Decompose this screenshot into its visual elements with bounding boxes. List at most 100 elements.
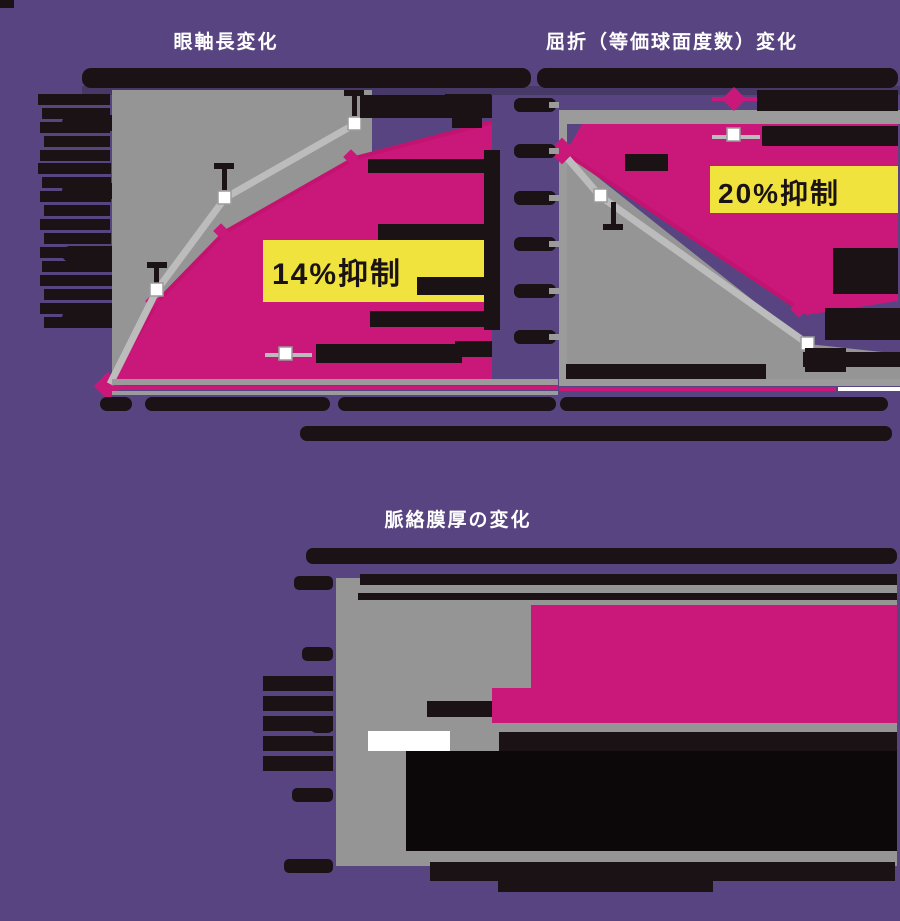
- chart1-square-marker: [217, 190, 232, 205]
- redacted-text: [368, 159, 492, 173]
- chart2-top-axis: [559, 110, 900, 124]
- xtick-row-redaction: [560, 397, 888, 411]
- chart1-diamond-marker: [343, 149, 359, 165]
- chart2-ytick-mark: [549, 195, 559, 201]
- chart3-ytick-redaction: [294, 576, 333, 590]
- redacted-text: [44, 136, 110, 147]
- redacted-text: [430, 862, 895, 881]
- redacted-text: [825, 308, 900, 340]
- chart1-title: 眼軸長変化: [173, 32, 279, 53]
- chart2-magenta-line: [562, 150, 801, 311]
- redacted-text: [40, 303, 112, 314]
- chart3-white-bar: [368, 731, 450, 751]
- redacted-text: [40, 275, 112, 286]
- chart3-title: 脈絡膜厚の変化: [384, 510, 532, 531]
- redacted-text: [358, 593, 897, 600]
- chart2-ytick-mark: [549, 148, 559, 154]
- chart3-magenta-bar-step: [492, 688, 531, 723]
- chart2-subtitle-redaction: [537, 68, 898, 88]
- chart3-yaxis-title-redaction: [263, 756, 333, 771]
- error-bar-cap: [344, 90, 364, 96]
- redacted-text: [455, 341, 492, 357]
- caption-redaction: [300, 426, 892, 441]
- redacted-text: [833, 248, 898, 294]
- chart2-ytick-redaction: [514, 237, 556, 251]
- chart2-badge-bg: [710, 166, 898, 213]
- chart3-yaxis-title-redaction: [263, 736, 333, 751]
- chart2-ytick-mark: [549, 102, 559, 108]
- redacted-text: [42, 261, 112, 272]
- redacted-text: [44, 205, 110, 216]
- chart1-square-marker: [347, 116, 362, 131]
- chart1-suppression-badge: 14%抑制: [272, 258, 403, 291]
- chart3-ytick-redaction: [302, 647, 333, 661]
- chart3-yaxis-title-redaction: [263, 716, 333, 731]
- redacted-text: [427, 701, 492, 717]
- chart2-x-axis-white: [838, 387, 900, 391]
- xtick-row-redaction: [338, 397, 556, 411]
- chart1-diamond-marker: [213, 223, 229, 239]
- redacted-text: [417, 277, 492, 295]
- chart2-x-axis-magenta: [559, 387, 836, 391]
- chart2-legend-redaction: [757, 90, 898, 111]
- chart1-gray-line: [106, 120, 357, 386]
- chart2-ytick-mark: [549, 288, 559, 294]
- chart2-ytick-redaction: [514, 144, 556, 158]
- error-bar-cap: [147, 262, 167, 268]
- redacted-text: [370, 311, 492, 327]
- redacted-text: [499, 732, 897, 751]
- chart2-ytick-redaction: [514, 191, 556, 205]
- header-underline-band: [82, 86, 900, 95]
- chart1-legend-marker: [278, 346, 293, 361]
- chart3-ytick-redaction: [284, 859, 333, 873]
- chart2-ytick-redaction: [514, 284, 556, 298]
- redacted-text: [42, 177, 111, 188]
- chart2-ytick-mark: [549, 334, 559, 340]
- chart2-yaxis-title-redaction: [484, 150, 500, 330]
- corner-mark: [0, 0, 14, 8]
- chart1-x-axis-lower: [112, 391, 558, 395]
- redacted-text: [625, 154, 668, 171]
- redacted-text: [378, 224, 492, 240]
- redacted-text: [360, 574, 897, 585]
- chart2-ytick-redaction: [514, 98, 556, 112]
- error-bar-stem: [154, 268, 159, 286]
- chart2-suppression-badge: 20%抑制: [718, 178, 841, 209]
- chart1-x-axis: [112, 379, 558, 385]
- redacted-text: [42, 108, 110, 119]
- chart2-y-axis: [559, 110, 567, 385]
- chart3-subtitle-redaction: [306, 548, 897, 564]
- redacted-text: [38, 163, 111, 174]
- chart2-title: 屈折（等価球面度数）変化: [545, 32, 799, 53]
- redacted-text: [452, 117, 482, 128]
- xtick-row-redaction: [145, 397, 330, 411]
- chart3-dark-region: [406, 751, 897, 851]
- redacted-text: [445, 94, 491, 107]
- redacted-text: [44, 233, 111, 244]
- redacted-text: [40, 150, 110, 161]
- redacted-text: [803, 352, 900, 367]
- chart3-yaxis-title-redaction: [263, 676, 333, 691]
- chart2-legend-redaction: [762, 126, 898, 146]
- chart2-x-axis: [559, 379, 900, 386]
- error-bar-stem: [352, 96, 357, 116]
- chart2-square-marker: [593, 188, 608, 203]
- chart3-ytick-redaction: [292, 788, 333, 802]
- chart2-ytick-redaction: [514, 330, 556, 344]
- error-bar-cap: [214, 163, 234, 169]
- chart1-subtitle-redaction: [82, 68, 531, 88]
- chart2-end-diamond: [790, 300, 808, 318]
- chart2-legend-marker: [726, 127, 741, 142]
- xtick-row-redaction: [100, 397, 132, 411]
- error-bar-stem: [222, 169, 227, 190]
- chart1-square-marker: [149, 282, 164, 297]
- error-bar-cap: [603, 224, 623, 230]
- chart1-legend-redaction: [316, 344, 462, 363]
- redacted-text: [44, 289, 112, 300]
- redacted-text: [38, 94, 110, 105]
- error-bar-stem: [611, 202, 616, 226]
- chart3-magenta-bar: [531, 605, 897, 723]
- redacted-text: [566, 364, 766, 379]
- chart2-gray-area: [566, 152, 900, 379]
